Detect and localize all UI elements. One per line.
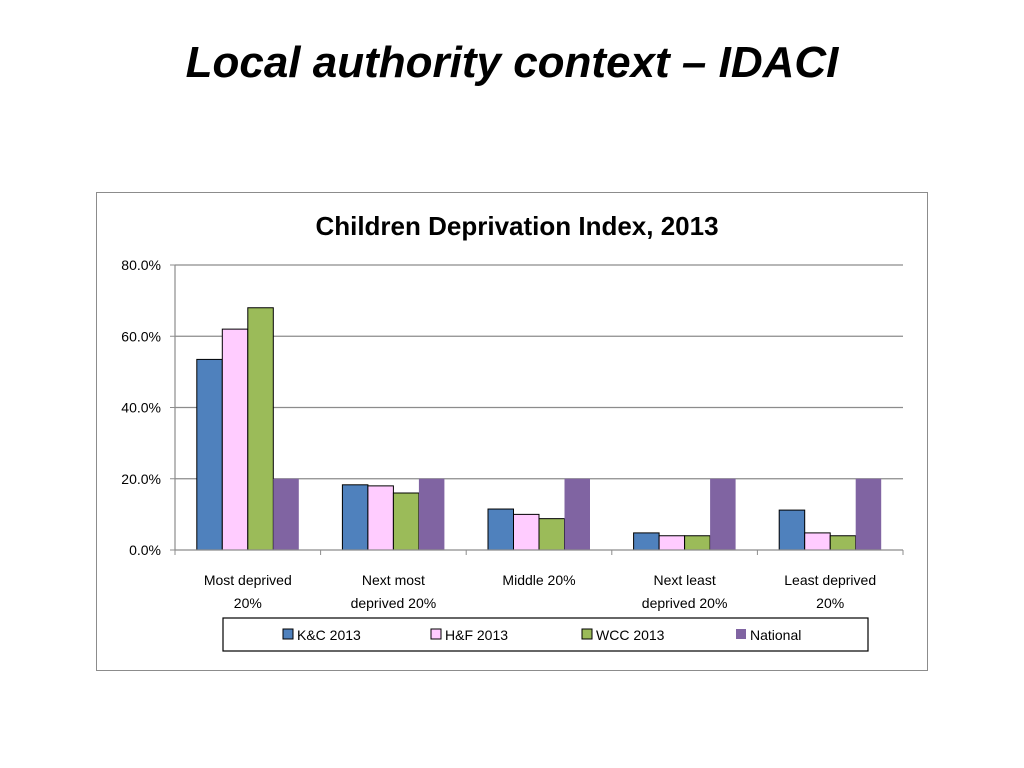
x-category-label: Next least: [653, 572, 715, 588]
x-category-label: 20%: [816, 595, 844, 611]
x-category-label: 20%: [234, 595, 262, 611]
bar-h-f-2013-0: [221, 328, 249, 551]
bar-h-f-2013-1: [367, 485, 394, 551]
y-tick-label: 80.0%: [121, 257, 161, 273]
bar-national-2: [564, 478, 590, 550]
bar-national-4: [855, 478, 882, 550]
chart-bars: [196, 307, 882, 551]
chart-axes: [170, 264, 904, 555]
chart-gridlines: [175, 264, 903, 480]
bar-national-1: [418, 478, 445, 550]
legend-label: K&C 2013: [297, 627, 361, 643]
bar-national-0: [273, 478, 299, 550]
chart-frame: Children Deprivation Index, 2013 0.0% 20.…: [96, 192, 928, 671]
legend-swatch: [736, 629, 746, 639]
y-tick-label: 40.0%: [121, 400, 161, 416]
legend-label: WCC 2013: [596, 627, 665, 643]
x-axis-category-labels: Most deprived 20% Next most deprived 20% Mid…: [204, 572, 876, 611]
x-category-label: Least deprived: [784, 572, 876, 588]
bar-k-c-2013-2: [487, 508, 514, 551]
y-tick-label: 60.0%: [121, 328, 161, 344]
legend-label: H&F 2013: [445, 627, 508, 643]
bar-wcc-2013-3: [684, 535, 711, 551]
bar-k-c-2013-3: [633, 532, 660, 551]
x-category-label: Middle 20%: [502, 572, 575, 588]
bar-chart: Children Deprivation Index, 2013 0.0% 20.…: [121, 211, 904, 652]
y-tick-label: 20.0%: [121, 471, 161, 487]
bar-k-c-2013-4: [778, 509, 806, 551]
bar-national-3: [710, 478, 736, 550]
y-axis-tick-labels: 0.0% 20.0% 40.0% 60.0% 80.0%: [121, 257, 161, 558]
x-category-label: deprived 20%: [351, 595, 437, 611]
x-category-label: deprived 20%: [642, 595, 728, 611]
bar-k-c-2013-0: [196, 358, 223, 551]
bar-wcc-2013-0: [247, 307, 274, 551]
bar-h-f-2013-2: [513, 513, 540, 551]
bar-wcc-2013-2: [538, 518, 565, 551]
bar-wcc-2013-1: [392, 492, 420, 551]
bar-h-f-2013-3: [658, 535, 686, 551]
legend-label: National: [750, 627, 801, 643]
y-tick-label: 0.0%: [129, 542, 161, 558]
legend-swatch: [430, 628, 442, 640]
x-category-label: Next most: [362, 572, 425, 588]
chart-title: Children Deprivation Index, 2013: [315, 211, 718, 241]
bar-h-f-2013-4: [804, 532, 831, 551]
legend-swatch: [282, 628, 294, 640]
chart-legend: K&C 2013 H&F 2013 WCC 2013 National: [222, 617, 869, 652]
x-category-label: Most deprived: [204, 572, 292, 588]
bar-k-c-2013-1: [341, 484, 369, 551]
legend-box: [222, 617, 869, 652]
legend-swatch: [581, 628, 593, 640]
bar-wcc-2013-4: [829, 535, 857, 551]
slide-title: Local authority context – IDACI: [185, 38, 839, 87]
